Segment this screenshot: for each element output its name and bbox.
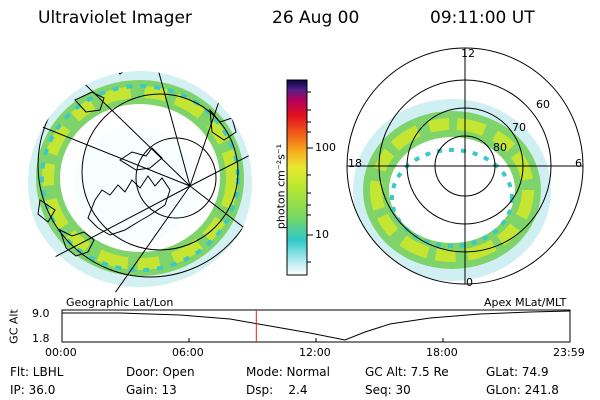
geographic-caption: Geographic Lat/Lon xyxy=(66,296,174,309)
ip-info: IP: 36.0 xyxy=(10,383,56,397)
mlt-label-12: 12 xyxy=(461,47,475,60)
time-label: 09:11:00 UT xyxy=(430,8,535,28)
xtick-1800: 18:00 xyxy=(426,346,458,359)
mode-info: Mode: Normal xyxy=(246,365,330,379)
seq-info: Seq: 30 xyxy=(365,383,411,397)
gcalt-info: GC Alt: 7.5 Re xyxy=(365,365,449,379)
altitude-ymax: 9.0 xyxy=(32,307,50,320)
colorbar-label: photon cm⁻²s⁻¹ xyxy=(274,143,288,230)
filter-info: Flt: LBHL xyxy=(10,365,64,379)
mlt-label-18: 18 xyxy=(348,157,362,170)
apex-map xyxy=(346,47,584,285)
colorbar xyxy=(286,79,308,276)
colorbar-tick-100: 100 xyxy=(315,141,336,154)
mlat-label-70: 70 xyxy=(512,121,526,134)
geographic-map xyxy=(28,71,252,295)
altitude-ylabel: GC Alt xyxy=(7,309,21,344)
colorbar-tick-10: 10 xyxy=(315,228,329,241)
apex-caption: Apex MLat/MLT xyxy=(484,296,567,309)
altitude-curve xyxy=(62,310,571,341)
altitude-plot xyxy=(61,309,571,343)
xtick-0600: 06:00 xyxy=(172,346,204,359)
dsp-info: Dsp: 2.4 xyxy=(246,383,308,397)
altitude-ymin: 1.8 xyxy=(32,332,50,345)
gain-info: Gain: 13 xyxy=(126,383,177,397)
mlt-label-6: 6 xyxy=(575,157,582,170)
xtick-1200: 12:00 xyxy=(299,346,331,359)
glon-info: GLon: 241.8 xyxy=(486,383,559,397)
colorbar-ticks xyxy=(307,91,313,263)
mlat-label-80: 80 xyxy=(493,141,507,154)
instrument-title: Ultraviolet Imager xyxy=(38,8,192,28)
date-label: 26 Aug 00 xyxy=(272,8,360,28)
mlat-label-60: 60 xyxy=(536,98,550,111)
xtick-0000: 00:00 xyxy=(45,346,77,359)
xtick-2359: 23:59 xyxy=(553,346,585,359)
door-info: Door: Open xyxy=(126,365,195,379)
mlt-label-0: 0 xyxy=(466,276,473,289)
glat-info: GLat: 74.9 xyxy=(486,365,549,379)
